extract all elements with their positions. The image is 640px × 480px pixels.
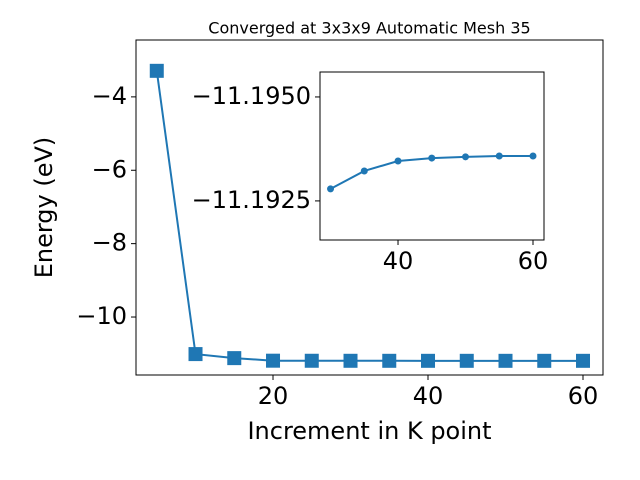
marker: [188, 347, 203, 362]
marker: [266, 353, 281, 368]
axes-frame: [319, 71, 545, 241]
marker: [576, 353, 591, 368]
x-axis-label: Increment in K point: [247, 417, 491, 445]
chart-title: Converged at 3x3x9 Automatic Mesh 35: [208, 19, 530, 38]
x-tick-label: 40: [383, 247, 414, 275]
marker: [227, 351, 242, 366]
marker: [394, 157, 402, 165]
marker: [537, 353, 552, 368]
marker: [459, 353, 474, 368]
marker: [495, 152, 503, 160]
marker: [421, 353, 436, 368]
marker: [498, 353, 513, 368]
marker: [149, 63, 164, 78]
marker: [304, 353, 319, 368]
y-tick-label: −8: [92, 229, 127, 257]
marker: [529, 152, 537, 160]
axes-frame: [135, 39, 604, 376]
y-tick-label: −11.1950: [192, 82, 311, 110]
marker: [382, 353, 397, 368]
y-tick-label: −10: [76, 302, 127, 330]
x-tick-label: 60: [568, 382, 599, 410]
x-tick-label: 60: [518, 247, 549, 275]
marker: [428, 154, 436, 162]
y-tick-label: −6: [92, 155, 127, 183]
marker: [462, 153, 470, 161]
x-tick-label: 40: [413, 382, 444, 410]
y-tick-label: −11.1925: [192, 186, 311, 214]
marker: [327, 185, 335, 193]
y-axis-label: Energy (eV): [30, 137, 58, 279]
x-tick-label: 20: [258, 382, 289, 410]
marker: [343, 353, 358, 368]
y-tick-label: −4: [92, 82, 127, 110]
marker: [360, 167, 368, 175]
